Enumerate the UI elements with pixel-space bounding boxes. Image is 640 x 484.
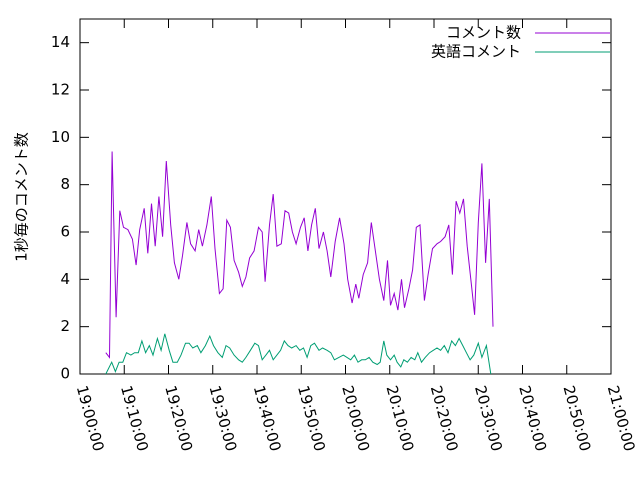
x-tick-label: 20:50:00 bbox=[560, 384, 595, 454]
series-line-2 bbox=[105, 333, 492, 375]
y-tick-label: 8 bbox=[60, 175, 70, 193]
x-tick-label: 19:50:00 bbox=[294, 384, 329, 454]
series-layer bbox=[105, 151, 494, 375]
x-tick-label: 20:10:00 bbox=[383, 384, 418, 454]
x-tick-label: 19:10:00 bbox=[117, 384, 152, 454]
x-tick-label: 21:00:00 bbox=[604, 384, 639, 454]
legend-label-series-2: 英語コメント bbox=[431, 43, 521, 61]
x-tick-label: 20:40:00 bbox=[515, 384, 550, 454]
y-tick-label: 14 bbox=[51, 33, 70, 51]
x-tick-label: 20:30:00 bbox=[471, 384, 506, 454]
legend-label-series-1: コメント数 bbox=[446, 24, 521, 42]
y-tick-label: 0 bbox=[60, 365, 70, 383]
x-tick-label: 20:00:00 bbox=[338, 384, 373, 454]
x-tick-label: 20:20:00 bbox=[427, 384, 462, 454]
y-tick-label: 10 bbox=[51, 128, 70, 146]
series-line-1 bbox=[105, 151, 494, 359]
x-tick-label: 19:20:00 bbox=[161, 384, 196, 454]
x-tick-label: 19:00:00 bbox=[73, 384, 108, 454]
plot-frame bbox=[79, 18, 612, 375]
y-tick-label: 12 bbox=[51, 81, 70, 99]
x-tick-label: 19:30:00 bbox=[206, 384, 241, 454]
y-axis-label: 1秒毎のコメント数 bbox=[13, 132, 31, 262]
y-tick-label: 6 bbox=[60, 223, 70, 241]
y-tick-label: 4 bbox=[60, 270, 70, 288]
legend: コメント数 英語コメント bbox=[431, 24, 610, 61]
y-tick-label: 2 bbox=[60, 317, 70, 335]
x-tick-label: 19:40:00 bbox=[250, 384, 285, 454]
